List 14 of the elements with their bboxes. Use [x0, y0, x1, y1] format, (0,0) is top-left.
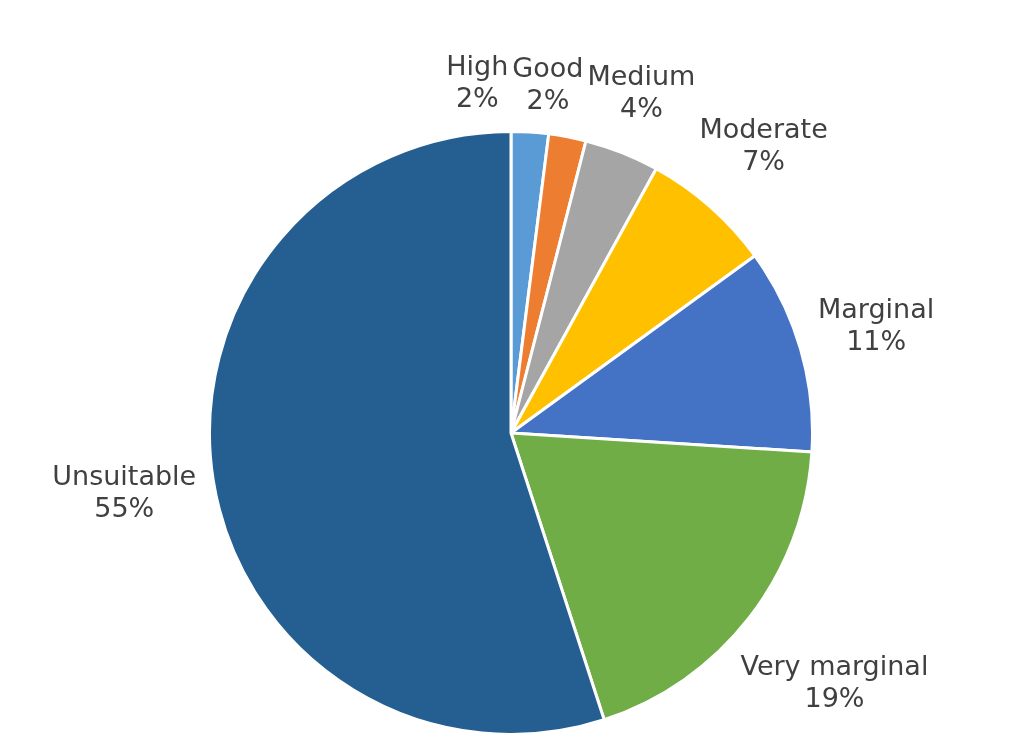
data-label: 2% [455, 82, 499, 114]
slice-label: Medium [587, 59, 696, 91]
slice-label: Good [512, 51, 584, 83]
slice-label: Moderate [699, 112, 828, 144]
data-label: 55% [94, 492, 155, 524]
data-label: 19% [804, 681, 865, 713]
data-label: 2% [526, 83, 570, 115]
data-label: 4% [619, 91, 663, 123]
data-label: 7% [742, 144, 786, 176]
slice-label: Marginal [818, 292, 935, 324]
slice-label: Very marginal [740, 649, 929, 681]
slice-label: High [446, 50, 509, 82]
slice-label: Unsuitable [52, 460, 197, 492]
data-label: 11% [846, 324, 907, 356]
